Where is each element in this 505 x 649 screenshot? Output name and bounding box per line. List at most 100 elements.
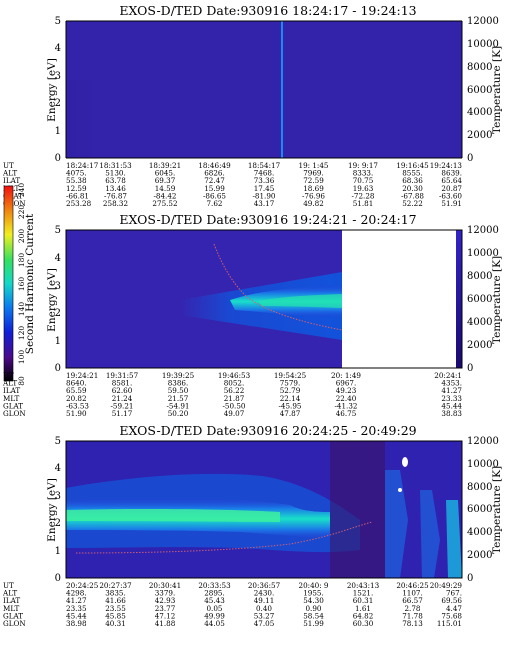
table-cell: 20:30:41	[149, 581, 181, 590]
table-cell: 53.27	[254, 611, 275, 620]
table-cell: 75.68	[441, 611, 462, 620]
panel-2-ytick: 0	[55, 363, 61, 374]
table-cell: 4353.	[441, 379, 462, 388]
table-cell: 6967.	[336, 379, 357, 388]
table-cell: 1955.	[303, 589, 324, 598]
table-row-label: UT	[3, 371, 14, 380]
table-cell: 58.54	[303, 611, 324, 620]
panel-2-ytick: 5	[55, 225, 61, 236]
table-cell: 22.14	[280, 394, 301, 403]
colorbar-frame	[3, 185, 14, 382]
panel-1-ytick: 4	[55, 43, 61, 54]
panel-1-orbit-table: UTALTILATMLTGLATGLON18:24:174075.55.3812…	[2, 161, 462, 208]
table-cell: 62.60	[112, 386, 133, 395]
panel-3-ylabel: Energy [eV]	[46, 478, 58, 542]
table-cell: 40.31	[105, 619, 126, 628]
table-cell: -84.42	[153, 191, 176, 200]
table-cell: 1521.	[353, 589, 374, 598]
table-cell: 20:46:25	[396, 581, 429, 590]
panel-3-ytick: 5	[55, 436, 61, 447]
table-cell: 253.28	[66, 199, 92, 208]
table-cell: 20:40: 9	[299, 581, 329, 590]
panel-3-title: EXOS-D/TED Date:930916 20:24:25 - 20:49:…	[119, 423, 416, 438]
table-cell: 7579.	[280, 379, 301, 388]
table-cell: 12.59	[66, 184, 87, 193]
panel-1-plot-area	[66, 21, 462, 158]
panel-3-white-spot-small	[398, 488, 402, 492]
table-cell: 4298.	[66, 589, 87, 598]
panel-2-y2tick: 8000	[467, 271, 492, 282]
panel-1-ytick: 0	[55, 153, 61, 164]
panel-2-y2tick: 6000	[467, 294, 492, 305]
table-cell: 47.05	[254, 619, 275, 628]
colorbar-tick: 80	[17, 376, 26, 386]
table-cell: 52.79	[280, 386, 301, 395]
table-cell: -76.87	[104, 191, 127, 200]
table-cell: 20.82	[66, 394, 87, 403]
table-cell: 44.05	[204, 619, 225, 628]
panel-1-y-ticks: 0 1 2 3 4 5	[55, 16, 61, 164]
table-cell: 20.30	[402, 184, 423, 193]
table-cell: 49.82	[303, 199, 324, 208]
colorbar-tick: 100	[17, 350, 26, 365]
table-cell: 7468.	[254, 169, 275, 178]
table-cell: 18.69	[303, 184, 324, 193]
colorbar-tick: 240	[17, 183, 26, 198]
table-cell: 41.66	[105, 596, 126, 605]
table-cell: 8639.	[441, 169, 462, 178]
table-cell: 66.57	[402, 596, 423, 605]
colorbar-tick: 140	[17, 302, 26, 317]
table-cell: 51.91	[441, 199, 462, 208]
panel-3-y2tick: 8000	[467, 482, 492, 493]
table-cell: 4075.	[66, 169, 87, 178]
table-row-label: ALT	[2, 379, 17, 388]
table-cell: -66.81	[66, 191, 89, 200]
table-cell: -76.96	[302, 191, 325, 200]
colorbar-tick: 200	[17, 229, 26, 244]
panel-2-ytick: 1	[55, 336, 61, 347]
panel-3-y2tick: 2000	[467, 550, 492, 561]
table-cell: 3379.	[155, 589, 176, 598]
table-row-label: MLT	[3, 394, 20, 403]
panel-3-ytick: 3	[55, 491, 61, 502]
table-cell: 78.13	[402, 619, 423, 628]
panel-2-ytick: 3	[55, 281, 61, 292]
table-cell: 21.87	[224, 394, 245, 403]
table-cell: -81.90	[252, 191, 275, 200]
table-cell: 0.40	[256, 604, 272, 613]
table-cell: 19.63	[353, 184, 374, 193]
table-cell: 71.78	[402, 611, 423, 620]
panel-2-title: EXOS-D/TED Date:930916 19:24:21 - 20:24:…	[119, 212, 416, 227]
panel-1: EXOS-D/TED Date:930916 18:24:17 - 19:24:…	[2, 3, 503, 208]
panel-1-ytick: 3	[55, 71, 61, 82]
table-cell: 65.59	[66, 386, 87, 395]
table-cell: 3835.	[105, 589, 126, 598]
panel-3-ytick: 4	[55, 463, 61, 474]
table-cell: 22.40	[336, 394, 357, 403]
table-cell: 45.85	[105, 611, 126, 620]
table-row-label: GLAT	[3, 401, 23, 410]
table-cell: 258.32	[103, 199, 128, 208]
panel-1-y2tick: 8000	[467, 62, 492, 73]
table-cell: 767.	[446, 589, 462, 598]
panel-3-ytick: 0	[55, 573, 61, 584]
table-cell: 23.77	[155, 604, 176, 613]
table-row-label: UT	[3, 581, 14, 590]
table-cell: 47.12	[155, 611, 176, 620]
panel-2-frame	[65, 229, 463, 369]
table-cell: 47.87	[280, 409, 301, 418]
panel-2-ylabel: Energy [eV]	[46, 268, 58, 332]
table-cell: -86.65	[203, 191, 226, 200]
panel-3-y2tick: 0	[467, 573, 473, 584]
table-cell: 42.93	[155, 596, 176, 605]
panel-3-ytick: 1	[55, 546, 61, 557]
table-cell: 41.27	[66, 596, 87, 605]
table-cell: 23.35	[66, 604, 87, 613]
panel-2: EXOS-D/TED Date:930916 19:24:21 - 20:24:…	[2, 212, 503, 418]
colorbar-tick: 160	[17, 277, 26, 292]
table-cell: 45.44	[66, 611, 87, 620]
table-cell: 5130.	[105, 169, 126, 178]
table-cell: 8333.	[353, 169, 374, 178]
table-cell: 73.36	[254, 176, 275, 185]
table-cell: 1.61	[355, 604, 371, 613]
